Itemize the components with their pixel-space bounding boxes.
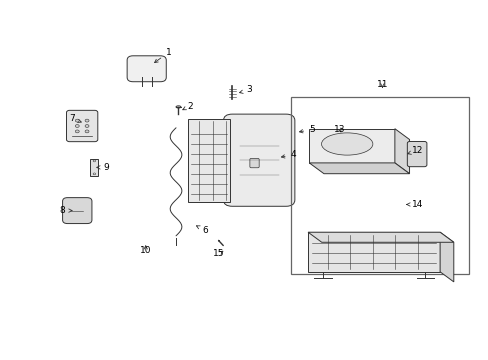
Ellipse shape	[75, 130, 79, 133]
Text: 14: 14	[406, 200, 423, 209]
Ellipse shape	[75, 125, 79, 127]
Text: 10: 10	[140, 246, 151, 255]
Text: 8: 8	[60, 206, 72, 215]
Polygon shape	[439, 232, 453, 282]
Text: 15: 15	[213, 249, 224, 258]
Text: 2: 2	[183, 102, 192, 111]
Text: 1: 1	[154, 48, 171, 63]
Bar	[308, 129, 394, 163]
Ellipse shape	[85, 125, 89, 127]
Bar	[90, 159, 98, 176]
Bar	[188, 119, 229, 202]
Polygon shape	[394, 129, 409, 174]
FancyBboxPatch shape	[249, 158, 259, 168]
FancyBboxPatch shape	[407, 141, 426, 167]
Bar	[307, 232, 439, 272]
Text: 7: 7	[69, 114, 81, 123]
Ellipse shape	[176, 106, 181, 108]
Text: 5: 5	[299, 125, 314, 134]
FancyBboxPatch shape	[66, 110, 98, 141]
Ellipse shape	[75, 119, 79, 122]
Bar	[290, 97, 468, 274]
Text: 6: 6	[196, 226, 208, 235]
Ellipse shape	[85, 130, 89, 133]
Ellipse shape	[85, 119, 89, 122]
FancyBboxPatch shape	[127, 56, 166, 82]
Ellipse shape	[321, 133, 372, 155]
Text: 4: 4	[281, 150, 296, 159]
Text: 3: 3	[239, 85, 252, 94]
Text: 11: 11	[376, 80, 387, 89]
Text: 9: 9	[97, 163, 109, 172]
Ellipse shape	[93, 173, 96, 175]
Text: 13: 13	[333, 125, 345, 134]
Polygon shape	[308, 163, 409, 174]
Ellipse shape	[93, 160, 96, 162]
FancyBboxPatch shape	[62, 198, 92, 224]
Text: 12: 12	[407, 146, 423, 155]
Polygon shape	[307, 232, 453, 242]
FancyBboxPatch shape	[223, 114, 294, 206]
